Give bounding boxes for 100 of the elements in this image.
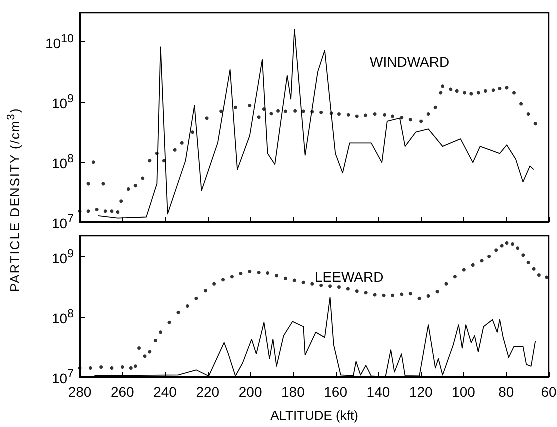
point (320, 284, 324, 288)
point (292, 278, 296, 282)
point (420, 120, 424, 124)
point (155, 152, 159, 156)
x-tick-label: 80 (498, 384, 514, 400)
point (168, 320, 172, 324)
point (154, 339, 158, 343)
point (537, 274, 541, 278)
point (302, 280, 306, 284)
point (320, 110, 324, 114)
point (408, 292, 412, 296)
y-tick-label: 10$^{7}$ (52, 212, 74, 232)
point (471, 263, 475, 267)
point (346, 287, 350, 291)
y-tick-label: 10$^{8}$ (52, 152, 74, 172)
point (400, 292, 404, 296)
point (476, 91, 480, 95)
point (328, 284, 332, 288)
point (134, 184, 138, 188)
x-tick-label: 280 (68, 384, 92, 400)
point (134, 364, 138, 368)
point (310, 110, 314, 114)
point (310, 282, 314, 286)
point (138, 346, 142, 350)
point (337, 112, 341, 116)
point (212, 282, 216, 286)
point (222, 278, 226, 282)
point (484, 89, 488, 93)
point (120, 200, 124, 204)
point (104, 210, 108, 214)
point (364, 291, 368, 295)
point (220, 110, 224, 114)
line-series (98, 28, 534, 219)
x-tick-label: 180 (282, 384, 306, 400)
point (276, 109, 280, 113)
point (480, 259, 484, 263)
point (522, 254, 526, 258)
point (500, 244, 504, 248)
point (418, 296, 422, 300)
point (355, 114, 359, 118)
x-tick-label: 140 (366, 384, 390, 400)
x-tick-label: 60 (541, 384, 557, 400)
y-tick-label: 10$^{9}$ (52, 247, 74, 266)
point (302, 110, 306, 114)
point (337, 285, 341, 289)
point (159, 330, 163, 334)
point (346, 113, 350, 117)
y-tick-label: 10$^{7}$ (52, 368, 74, 386)
point (100, 366, 104, 370)
point (186, 304, 190, 308)
point (148, 159, 152, 163)
point (488, 254, 492, 258)
point (257, 116, 261, 120)
point (234, 106, 238, 110)
point (270, 112, 274, 116)
y-tick-label: 10$^{10}$ (45, 32, 74, 51)
point (511, 242, 515, 246)
point (205, 116, 209, 120)
point (86, 210, 90, 214)
annotation: LEEWARD (315, 269, 384, 285)
point (194, 296, 198, 300)
point (162, 159, 166, 163)
point (512, 91, 516, 95)
point (266, 271, 270, 275)
point (373, 112, 377, 116)
point (449, 88, 453, 92)
point (204, 289, 208, 293)
x-tick-label: 160 (324, 384, 348, 400)
point (463, 91, 467, 95)
point (383, 113, 387, 117)
point (176, 310, 180, 314)
point (116, 210, 120, 214)
point (110, 366, 114, 370)
point (408, 118, 412, 122)
point (284, 276, 288, 280)
y-tick-label: 10$^{8}$ (52, 307, 74, 326)
point (141, 176, 145, 180)
point (516, 246, 520, 250)
point (526, 112, 530, 116)
point (143, 354, 147, 358)
point (444, 282, 448, 286)
x-tick-label: 100 (452, 384, 476, 400)
point (545, 276, 549, 280)
point (191, 130, 195, 134)
point (257, 270, 261, 274)
point (126, 188, 130, 192)
point (400, 116, 404, 120)
point (86, 182, 90, 186)
point (453, 275, 457, 279)
point (180, 141, 184, 145)
point (78, 366, 82, 370)
point (330, 112, 334, 116)
point (390, 114, 394, 118)
x-tick-label: 120 (409, 384, 433, 400)
point (364, 114, 368, 118)
x-axis-title: ALTITUDE (kft) (270, 408, 358, 423)
point (441, 84, 445, 88)
point (390, 294, 394, 298)
point (494, 248, 498, 252)
point (92, 160, 96, 164)
